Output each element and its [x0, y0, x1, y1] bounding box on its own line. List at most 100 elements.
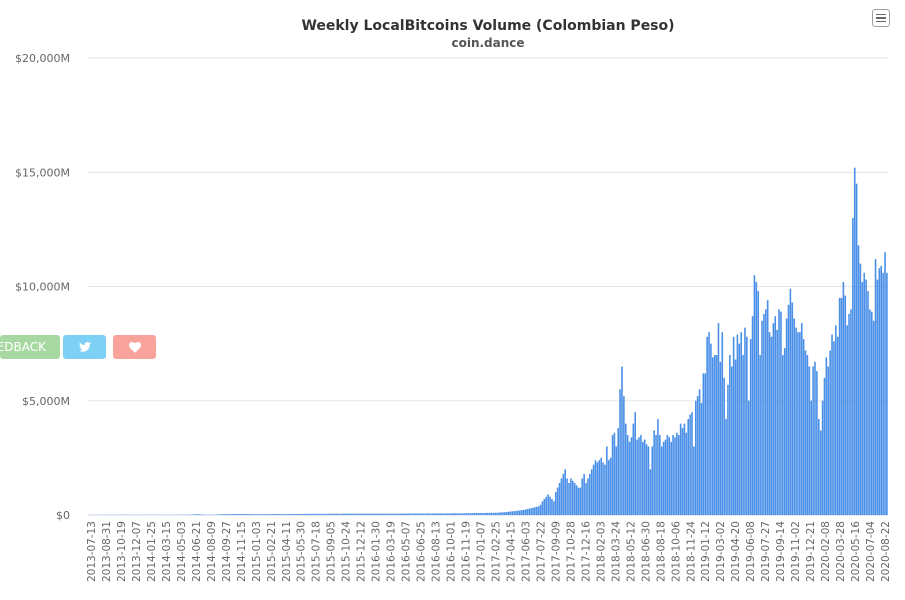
bar: [802, 339, 805, 515]
chart-subtitle: coin.dance: [451, 36, 524, 50]
bar: [831, 334, 833, 515]
bar: [517, 510, 519, 515]
bar: [884, 252, 886, 516]
bar: [324, 513, 326, 515]
x-tick-label: 2019-12-21: [805, 521, 817, 582]
bar: [481, 512, 483, 515]
bar: [870, 311, 873, 515]
bar: [592, 464, 595, 515]
x-tick-label: 2016-03-19: [386, 521, 398, 582]
bar: [694, 400, 697, 515]
x-tick-label: 2018-06-30: [640, 521, 652, 582]
bar: [765, 309, 767, 515]
x-tick-label: 2013-08-31: [101, 521, 113, 582]
x-axis-ticks: 2013-07-13 2013-08-31 2013-10-19 2013-12-07…: [86, 521, 892, 582]
bar: [621, 366, 623, 515]
bar: [649, 469, 652, 515]
y-tick-label: $0: [56, 509, 70, 522]
bar: [475, 513, 478, 515]
bar: [466, 513, 468, 515]
bar: [594, 460, 597, 515]
bar: [857, 245, 860, 515]
bar: [840, 297, 843, 515]
bar: [782, 355, 784, 515]
x-tick-label: 2016-11-19: [461, 521, 473, 582]
bar: [240, 514, 243, 515]
bar: [526, 509, 529, 515]
bar: [274, 514, 277, 515]
chart-title: Weekly LocalBitcoins Volume (Colombian P…: [301, 18, 674, 34]
bar: [659, 435, 661, 515]
bar: [250, 514, 252, 515]
bar: [269, 514, 271, 515]
x-tick-label: 2015-10-24: [341, 521, 353, 582]
bar: [780, 311, 782, 515]
bar: [246, 514, 249, 515]
bar: [505, 512, 508, 515]
bar: [271, 514, 273, 515]
bar: [433, 513, 436, 515]
x-tick-label: 2014-03-15: [161, 521, 173, 582]
bar: [702, 373, 705, 515]
bar: [814, 361, 816, 515]
bar: [706, 336, 708, 515]
bar: [416, 513, 419, 515]
bar: [749, 339, 752, 515]
bar: [386, 513, 389, 515]
bar: [581, 478, 584, 515]
bar: [607, 460, 610, 515]
bar: [551, 499, 553, 515]
x-tick-label: 2019-01-12: [700, 521, 712, 582]
bar: [293, 513, 296, 515]
hamburger-menu-icon[interactable]: [872, 9, 890, 27]
bar: [511, 511, 514, 515]
y-axis-ticks: $0 $5,000M $10,000M $15,000M $20,000M: [15, 52, 70, 522]
bar: [590, 469, 593, 515]
bar: [320, 513, 322, 515]
x-tick-label: 2019-04-20: [730, 521, 742, 582]
bar: [579, 487, 582, 515]
bar: [418, 513, 421, 515]
bar: [454, 513, 457, 515]
bar: [600, 457, 602, 516]
bar: [842, 281, 845, 515]
bar: [738, 343, 741, 516]
bar: [259, 514, 262, 515]
bar: [872, 320, 875, 515]
bar: [643, 439, 646, 515]
bar: [850, 309, 852, 515]
x-tick-label: 2015-01-03: [251, 521, 263, 582]
x-tick-label: 2015-04-11: [281, 521, 293, 582]
bar: [452, 513, 455, 515]
bar: [562, 473, 565, 515]
bar: [825, 357, 828, 515]
bar: [341, 513, 343, 515]
feedback-button[interactable]: FEEDBACK: [0, 335, 60, 359]
bar: [318, 513, 320, 515]
bar: [681, 428, 684, 515]
y-tick-label: $10,000M: [15, 281, 70, 294]
bar: [282, 514, 285, 515]
bar: [456, 513, 459, 515]
bar: [806, 355, 809, 515]
bar: [483, 512, 485, 515]
donate-button[interactable]: [113, 335, 156, 359]
bar: [403, 513, 406, 515]
bar: [348, 513, 351, 515]
bar: [346, 513, 349, 515]
bar: [804, 350, 807, 515]
bar: [316, 513, 319, 515]
bar: [598, 460, 601, 515]
bar: [816, 371, 818, 515]
bar: [774, 316, 777, 515]
bar: [299, 513, 302, 515]
bar: [556, 487, 559, 515]
bar: [471, 513, 474, 515]
x-tick-label: 2020-05-16: [850, 521, 862, 582]
x-tick-label: 2014-01-25: [146, 521, 158, 582]
bar: [869, 309, 871, 515]
bar: [325, 513, 328, 515]
bar: [431, 513, 434, 515]
twitter-button[interactable]: [63, 335, 106, 359]
bar: [460, 513, 462, 515]
